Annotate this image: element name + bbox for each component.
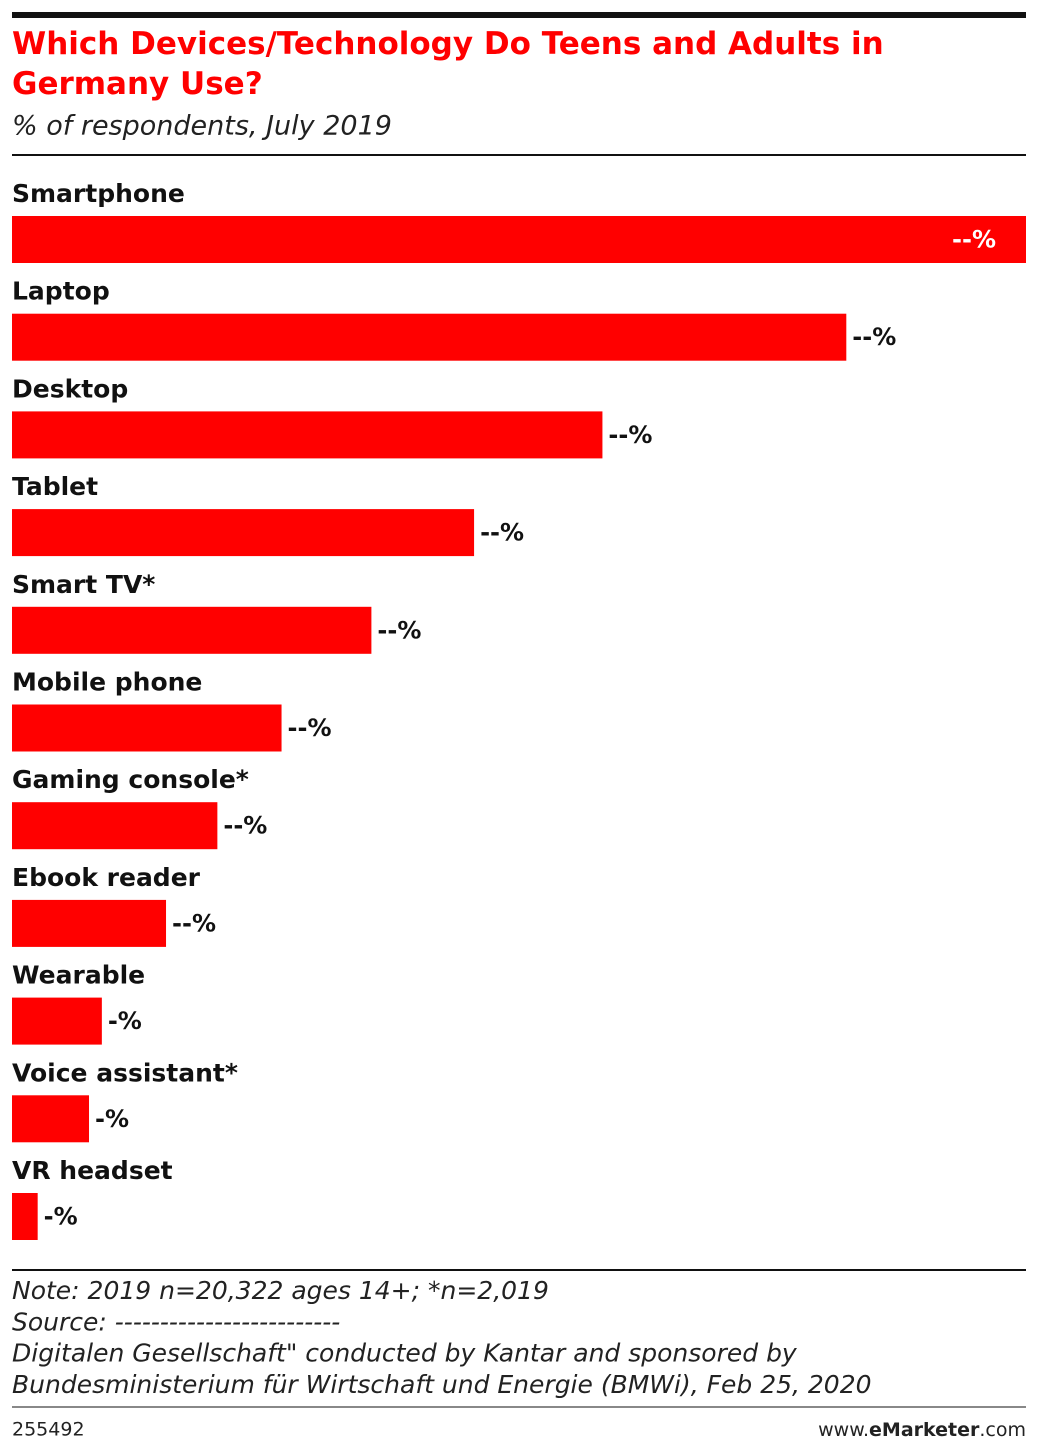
title-line: Germany Use? — [12, 66, 263, 102]
category-label: Voice assistant* — [12, 1058, 238, 1087]
note: Note: 2019 n=20,322 ages 14+; *n=2,019 — [12, 1276, 549, 1305]
bar — [12, 313, 847, 361]
category-label: Desktop — [12, 374, 128, 403]
value-label: --% — [288, 714, 332, 742]
value-label: --% — [952, 226, 996, 254]
bar — [12, 1193, 38, 1240]
bar — [12, 899, 167, 947]
note: Bundesministerium für Wirtschaft und Ene… — [12, 1370, 872, 1399]
value-label: --% — [852, 323, 896, 351]
bar — [12, 411, 603, 459]
value-label: -% — [44, 1203, 78, 1231]
value-label: --% — [608, 421, 652, 449]
site: www.eMarketer.com — [818, 1419, 1026, 1441]
chart-title: Which Devices/Technology Do Teens and Ad… — [12, 26, 884, 102]
value-label: --% — [172, 909, 216, 937]
top-rule — [12, 12, 1026, 18]
chart-id: 255492 — [12, 1419, 85, 1441]
category-label: Wearable — [12, 961, 145, 990]
bar — [12, 704, 282, 752]
category-label: Gaming console* — [12, 765, 249, 794]
site-part: .com — [979, 1419, 1026, 1441]
bar — [12, 802, 218, 850]
category-label: Smart TV* — [12, 570, 155, 599]
category-label: Laptop — [12, 277, 110, 306]
subtitle: % of respondents, July 2019 — [12, 111, 392, 142]
site-part: eMarketer — [869, 1419, 980, 1441]
value-label: --% — [480, 519, 524, 547]
category-label: VR headset — [12, 1156, 173, 1185]
bar — [12, 216, 1026, 263]
category-label: Tablet — [12, 472, 98, 501]
value-label: --% — [377, 616, 421, 644]
note: Source: ------------------------- — [12, 1307, 340, 1336]
site-part: www. — [818, 1419, 869, 1441]
value-label: --% — [223, 812, 267, 840]
category-label: Mobile phone — [12, 668, 202, 697]
title-line: Which Devices/Technology Do Teens and Ad… — [12, 26, 884, 62]
category-label: Ebook reader — [12, 863, 201, 892]
value-label: -% — [95, 1105, 129, 1133]
bar — [12, 606, 372, 654]
value-label: -% — [108, 1007, 142, 1035]
bar — [12, 509, 475, 557]
note: Digitalen Gesellschaft" conducted by Kan… — [12, 1339, 798, 1368]
category-label: Smartphone — [12, 179, 185, 208]
bar — [12, 997, 102, 1045]
bar — [12, 1095, 90, 1143]
